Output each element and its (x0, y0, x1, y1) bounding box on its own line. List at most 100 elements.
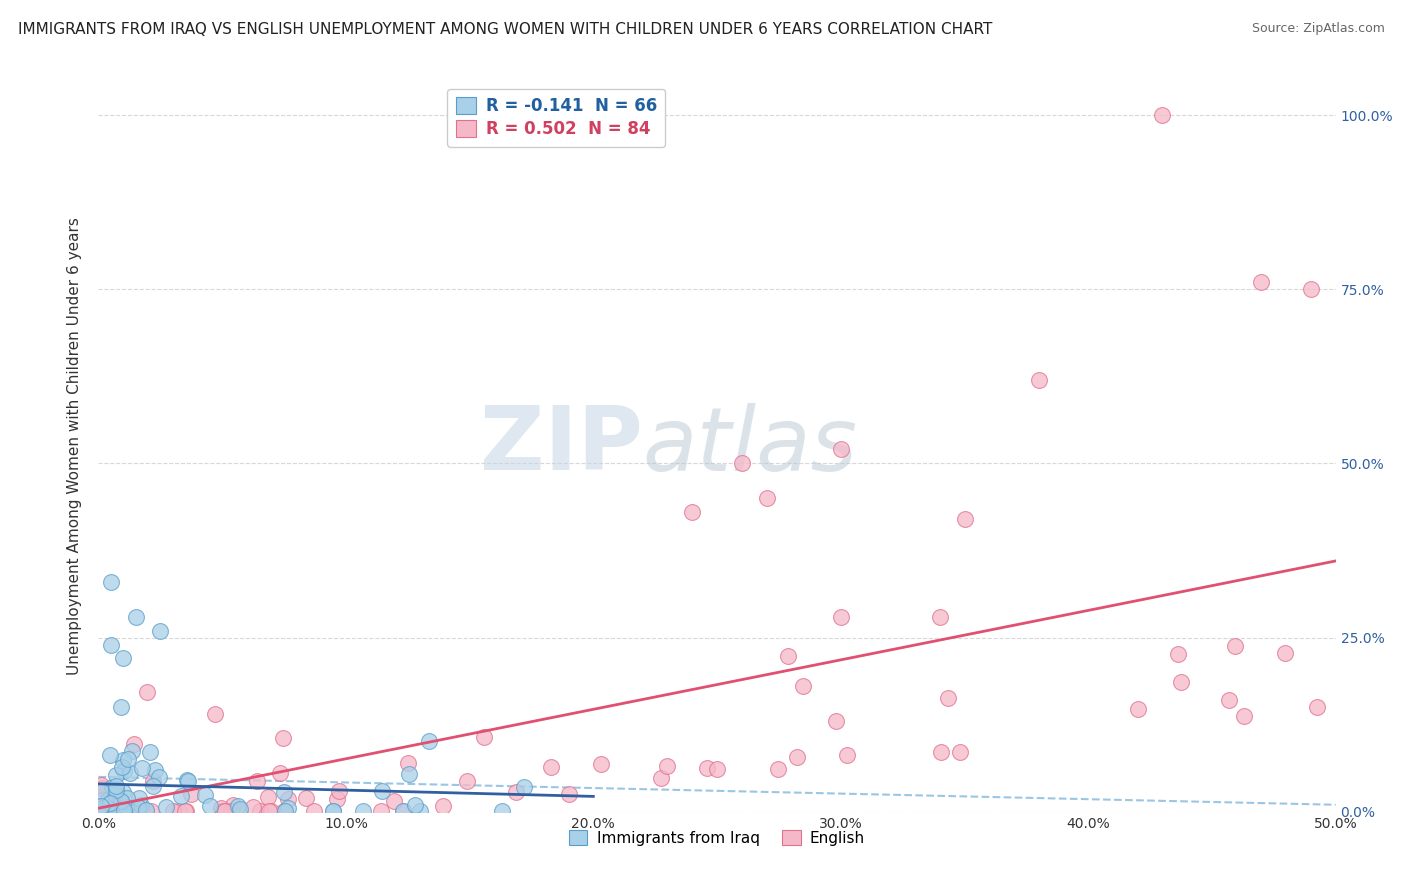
Point (513, 780, 536, 794)
Point (766, 762, 789, 776)
Point (1167, 647, 1189, 661)
Point (1223, 640, 1246, 654)
Point (176, 772, 198, 787)
Point (112, 753, 135, 767)
Point (122, 737, 145, 751)
Point (149, 624, 172, 638)
Point (294, 790, 316, 805)
Point (1218, 693, 1240, 707)
Point (371, 783, 394, 797)
Point (91, 780, 114, 795)
Point (408, 804, 430, 818)
Point (681, 505, 703, 519)
Point (325, 792, 347, 806)
Point (90, 778, 112, 792)
Point (219, 804, 242, 818)
Point (302, 804, 325, 818)
Point (591, 757, 613, 772)
Point (142, 774, 165, 789)
Point (115, 791, 138, 805)
Point (141, 804, 163, 818)
Point (398, 767, 420, 781)
Point (260, 804, 283, 818)
Point (778, 649, 800, 664)
Point (792, 679, 814, 693)
Point (100, 574, 122, 589)
Point (105, 783, 128, 797)
Point (101, 780, 124, 794)
Point (1250, 275, 1272, 289)
Text: Source: ZipAtlas.com: Source: ZipAtlas.com (1251, 22, 1385, 36)
Point (173, 804, 195, 818)
Point (825, 714, 848, 728)
Point (328, 784, 350, 798)
Point (111, 785, 134, 799)
Point (90, 799, 112, 814)
Point (271, 731, 294, 745)
Point (928, 609, 950, 624)
Point (382, 794, 405, 808)
Point (228, 804, 250, 818)
Point (118, 804, 141, 818)
Point (1233, 709, 1256, 723)
Point (139, 745, 162, 759)
Point (124, 804, 146, 818)
Point (404, 798, 426, 813)
Point (90, 801, 112, 815)
Point (655, 758, 678, 772)
Point (259, 804, 281, 818)
Y-axis label: Unemployment Among Women with Children Under 6 years: Unemployment Among Women with Children U… (67, 217, 83, 675)
Point (837, 748, 859, 763)
Point (90, 804, 112, 818)
Point (786, 749, 808, 764)
Point (131, 804, 153, 818)
Point (121, 744, 143, 758)
Point (136, 685, 159, 699)
Legend: Immigrants from Iraq, English: Immigrants from Iraq, English (562, 823, 872, 852)
Point (277, 800, 299, 814)
Point (98, 747, 121, 762)
Point (929, 745, 952, 759)
Point (830, 442, 852, 457)
Text: atlas: atlas (643, 403, 858, 489)
Point (229, 802, 252, 816)
Point (936, 690, 959, 705)
Point (456, 773, 478, 788)
Point (269, 765, 291, 780)
Point (558, 788, 581, 802)
Point (90, 804, 112, 818)
Point (110, 700, 132, 714)
Point (128, 791, 150, 805)
Point (94, 804, 117, 818)
Point (1306, 699, 1329, 714)
Point (242, 799, 264, 814)
Point (650, 771, 672, 785)
Point (418, 734, 440, 748)
Point (1274, 646, 1296, 660)
Point (143, 763, 166, 777)
Text: IMMIGRANTS FROM IRAQ VS ENGLISH UNEMPLOYMENT AMONG WOMEN WITH CHILDREN UNDER 6 Y: IMMIGRANTS FROM IRAQ VS ENGLISH UNEMPLOY… (18, 22, 993, 37)
Point (90, 783, 112, 797)
Point (249, 804, 271, 818)
Point (100, 796, 122, 810)
Point (155, 800, 177, 814)
Point (198, 799, 221, 814)
Point (1170, 674, 1192, 689)
Point (226, 799, 249, 814)
Point (194, 789, 217, 803)
Point (104, 768, 127, 782)
Point (370, 804, 392, 818)
Point (148, 771, 170, 785)
Point (112, 797, 135, 812)
Point (392, 804, 415, 818)
Point (118, 765, 141, 780)
Point (273, 804, 295, 818)
Point (204, 706, 226, 721)
Point (277, 792, 299, 806)
Point (127, 800, 149, 814)
Point (104, 802, 127, 816)
Point (391, 804, 413, 818)
Point (830, 609, 852, 624)
Point (129, 797, 152, 812)
Point (100, 799, 122, 814)
